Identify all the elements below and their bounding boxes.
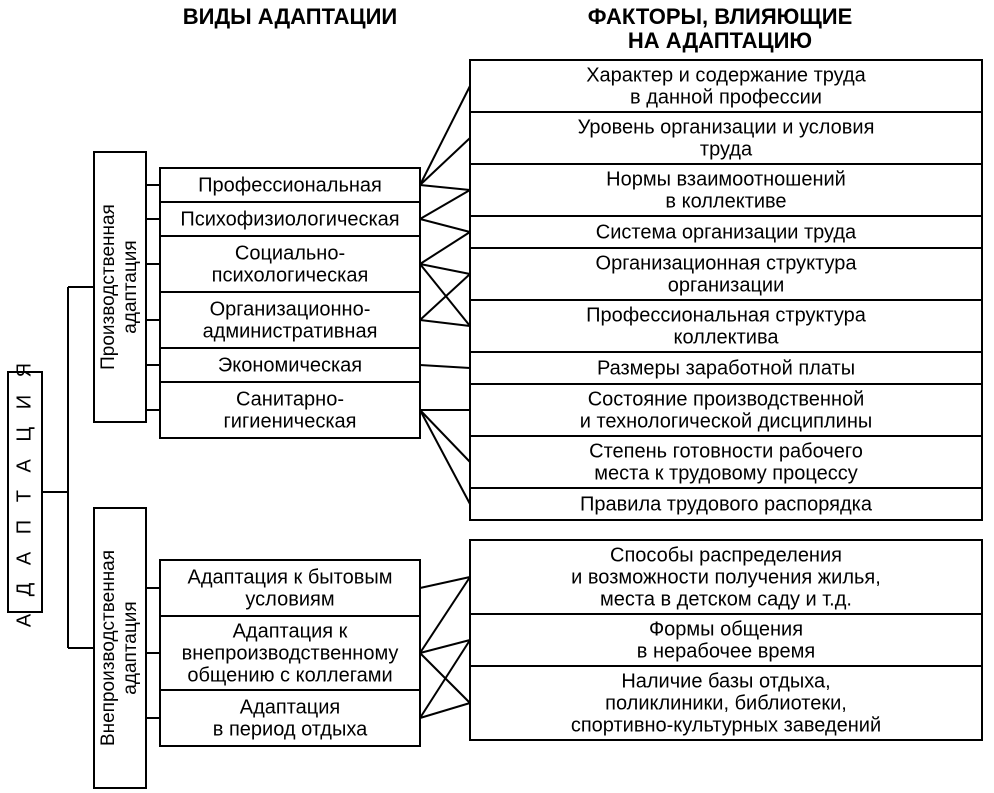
svg-text:организации: организации [668, 274, 785, 296]
svg-text:Способы распределения: Способы распределения [610, 544, 842, 566]
connector [420, 274, 470, 320]
svg-text:коллектива: коллектива [674, 326, 780, 348]
svg-text:и возможности получения жилья,: и возможности получения жилья, [571, 566, 881, 588]
root-label: А Д А П Т А Ц И Я [13, 357, 35, 627]
svg-text:Экономическая: Экономическая [218, 354, 362, 376]
svg-text:в период отдыха: в период отдыха [213, 718, 368, 740]
svg-text:Внепроизводственная: Внепроизводственная [98, 550, 119, 746]
connector [420, 232, 470, 264]
connector [420, 320, 470, 326]
connector [420, 365, 470, 368]
svg-text:труда: труда [700, 138, 753, 160]
svg-text:гигиеническая: гигиеническая [224, 410, 357, 432]
factor-label-f9: Степень готовности рабочегоместа к трудо… [589, 440, 863, 484]
svg-text:Профессиональная: Профессиональная [198, 174, 382, 196]
connector [420, 219, 470, 232]
svg-text:Уровень организации и условия: Уровень организации и условия [578, 116, 875, 138]
connector [420, 577, 470, 588]
connector [420, 190, 470, 219]
svg-text:Характер и содержание труда: Характер и содержание труда [586, 64, 866, 86]
type-label-t5: Экономическая [218, 354, 362, 376]
type-label-t3: Социально-психологическая [212, 242, 369, 286]
type-label-t4: Организационно-административная [203, 298, 378, 342]
factor-label-f4: Система организации труда [596, 221, 857, 243]
connector [420, 410, 470, 462]
svg-text:Степень готовности рабочего: Степень готовности рабочего [589, 440, 863, 462]
svg-text:в данной профессии: в данной профессии [630, 86, 822, 108]
svg-text:Наличие базы отдыха,: Наличие базы отдыха, [621, 670, 830, 692]
svg-text:Производственная: Производственная [98, 204, 119, 370]
svg-text:Состояние производственной: Состояние производственной [588, 388, 865, 410]
svg-text:Адаптация к бытовым: Адаптация к бытовым [188, 566, 393, 588]
connector [420, 138, 470, 185]
svg-text:адаптация: адаптация [120, 240, 141, 333]
header-types: ВИДЫ АДАПТАЦИИ [183, 4, 397, 29]
type-label-t2: Психофизиологическая [180, 208, 399, 230]
factor-label-f7: Размеры заработной платы [597, 357, 855, 379]
svg-text:адаптация: адаптация [120, 601, 141, 694]
connector [420, 410, 470, 504]
connector [420, 185, 470, 190]
type-label-t6: Санитарно-гигиеническая [224, 388, 357, 432]
header-factors: НА АДАПТАЦИЮ [628, 28, 812, 53]
svg-text:и технологической дисциплины: и технологической дисциплины [580, 410, 873, 432]
svg-text:Адаптация: Адаптация [240, 696, 340, 718]
svg-text:Социально-: Социально- [235, 242, 345, 264]
svg-text:Профессиональная структура: Профессиональная структура [586, 304, 867, 326]
svg-text:спортивно-культурных заведений: спортивно-культурных заведений [571, 714, 881, 736]
factor-label-g1: Способы распределенияи возможности получ… [571, 544, 881, 610]
factor-label-f8: Состояние производственнойи технологичес… [580, 388, 873, 432]
svg-text:Организационная структура: Организационная структура [596, 252, 858, 274]
connector [420, 86, 470, 185]
factor-label-f10: Правила трудового распорядка [580, 493, 873, 515]
svg-text:Психофизиологическая: Психофизиологическая [180, 208, 399, 230]
svg-text:поликлиники, библиотеки,: поликлиники, библиотеки, [605, 692, 847, 714]
svg-text:места к трудовому процессу: места к трудовому процессу [594, 462, 857, 484]
svg-text:места в детском саду и т.д.: места в детском саду и т.д. [600, 588, 852, 610]
svg-text:Правила трудового распорядка: Правила трудового распорядка [580, 493, 873, 515]
svg-text:в нерабочее время: в нерабочее время [637, 640, 815, 662]
svg-text:Нормы взаимоотношений: Нормы взаимоотношений [606, 168, 846, 190]
svg-text:в коллективе: в коллективе [665, 190, 786, 212]
adaptation-diagram: ВИДЫ АДАПТАЦИИ ФАКТОРЫ, ВЛИЯЮЩИЕНА АДАПТА… [0, 0, 994, 793]
svg-text:общению с коллегами: общению с коллегами [187, 664, 392, 686]
svg-text:Санитарно-: Санитарно- [236, 388, 344, 410]
svg-text:Организационно-: Организационно- [210, 298, 371, 320]
svg-text:психологическая: психологическая [212, 264, 369, 286]
svg-text:внепроизводственному: внепроизводственному [182, 642, 399, 664]
svg-text:условиям: условиям [245, 588, 334, 610]
svg-text:Размеры заработной платы: Размеры заработной платы [597, 357, 855, 379]
type-label-t1: Профессиональная [198, 174, 382, 196]
svg-text:Формы общения: Формы общения [649, 618, 803, 640]
svg-text:Система организации труда: Система организации труда [596, 221, 857, 243]
svg-text:административная: административная [203, 320, 378, 342]
factor-label-g2: Формы общенияв нерабочее время [637, 618, 815, 662]
header-factors: ФАКТОРЫ, ВЛИЯЮЩИЕ [588, 4, 853, 29]
svg-text:Адаптация к: Адаптация к [233, 620, 348, 642]
